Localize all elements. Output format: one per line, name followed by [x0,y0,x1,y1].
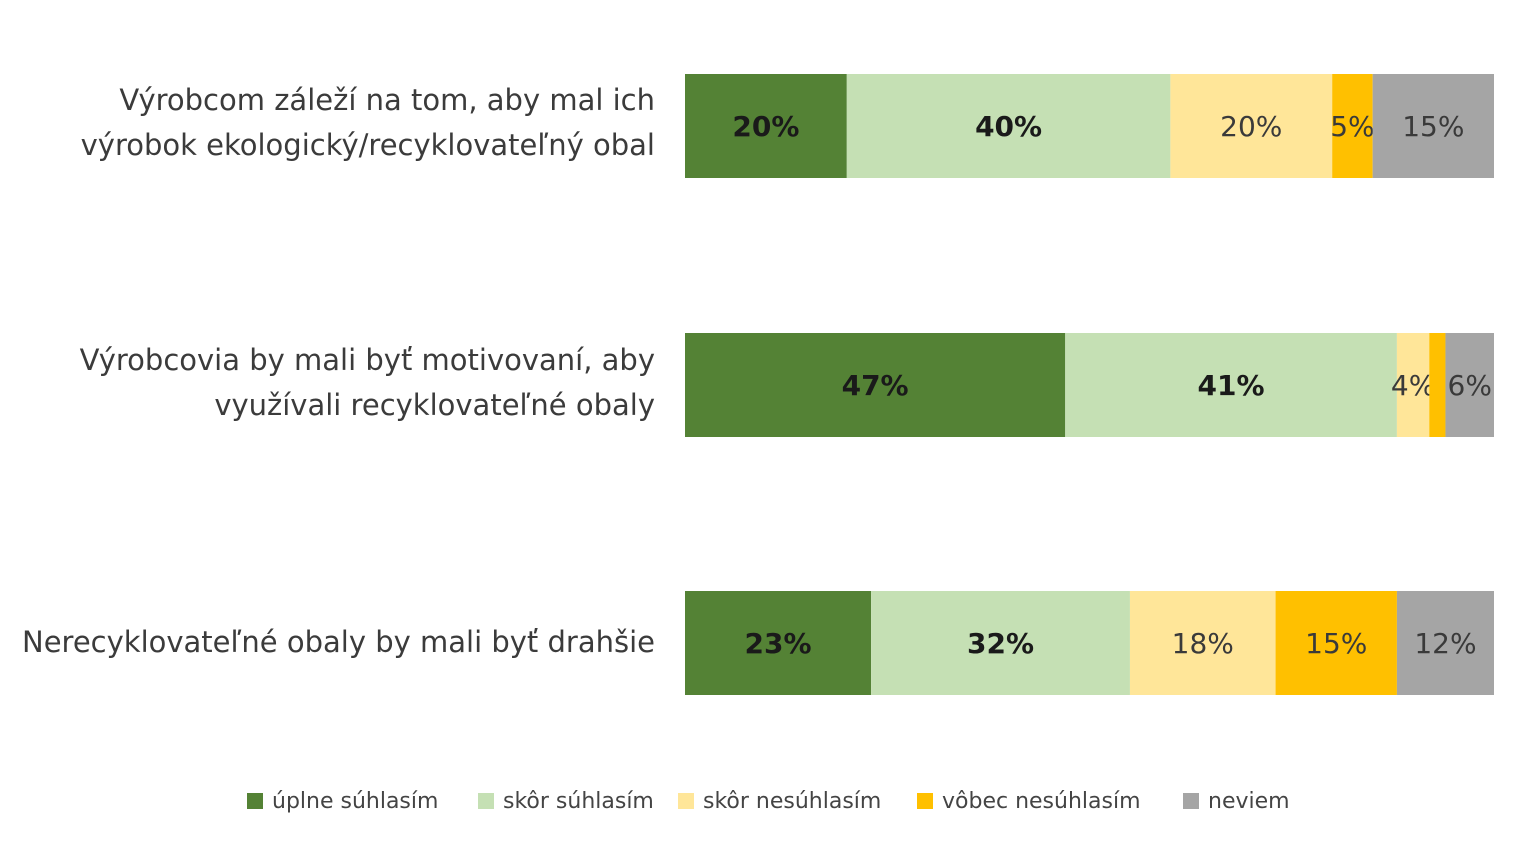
legend-label-skor-suhlasim: skôr súhlasím [503,788,654,814]
bar-segment-cat2-series2 [1065,333,1397,437]
bar-segment-cat3-series4 [1275,591,1397,695]
category-label-3: Nerecyklovateľné obaly by mali byť drahš… [22,625,655,659]
legend-swatch-vobec-nesuhlasim [917,793,933,809]
bar-segment-cat1-series2 [846,74,1171,178]
legend-swatch-uplne-suhlasim [247,793,263,809]
data-label-cat2-series1: 47% [842,369,909,402]
data-label-cat1-series3: 20% [1220,110,1282,143]
data-label-cat3-series1: 23% [745,627,812,660]
bar-segment-cat2-series4 [1429,333,1446,437]
category-label-2: Výrobcovia by mali byť motivovaní, aby v… [79,343,655,422]
bar-segment-cat1-series5 [1372,74,1494,178]
bar-segment-cat3-series5 [1396,591,1494,695]
data-label-cat2-series3: 4% [1391,369,1435,402]
legend-label-vobec-nesuhlasim: vôbec nesúhlasím [942,788,1141,814]
data-label-cat2-series2: 41% [1198,369,1265,402]
legend-label-skor-nesuhlasim: skôr nesúhlasím [703,788,882,814]
legend-item-vobec-nesuhlasim: vôbec nesúhlasím [917,784,1141,818]
bar-segment-cat1-series3 [1170,74,1333,178]
bar-segment-cat2-series3 [1396,333,1430,437]
data-label-cat1-series5: 15% [1402,110,1464,143]
legend: úplne súhlasím skôr súhlasím skôr nesúhl… [0,784,1527,818]
bar-segment-cat3-series2 [871,591,1130,695]
legend-label-uplne-suhlasim: úplne súhlasím [272,788,439,814]
data-label-cat2-series5: 6% [1448,369,1492,402]
bar-segment-cat2-series1 [685,333,1066,437]
data-label-cat1-series2: 40% [975,110,1042,143]
data-label-cat3-series3: 18% [1172,627,1234,660]
legend-swatch-skor-suhlasim [478,793,494,809]
data-label-cat3-series4: 15% [1305,627,1367,660]
bar-segment-cat3-series3 [1129,591,1276,695]
bar-segment-cat3-series1 [685,591,872,695]
legend-item-skor-suhlasim: skôr súhlasím [478,784,654,818]
bar-segment-cat1-series4 [1332,74,1373,178]
legend-swatch-neviem [1183,793,1199,809]
bar-segment-cat2-series5 [1445,333,1494,437]
category-label-1: Výrobcom záleží na tom, aby mal ich výro… [80,83,655,162]
data-label-cat3-series5: 12% [1414,627,1476,660]
data-label-cat3-series2: 32% [967,627,1034,660]
legend-item-skor-nesuhlasim: skôr nesúhlasím [678,784,881,818]
data-label-cat1-series1: 20% [732,110,799,143]
data-label-cat1-series4: 5% [1330,110,1374,143]
bar-segment-cat1-series1 [685,74,847,178]
legend-item-neviem: neviem [1183,784,1290,818]
legend-item-uplne-suhlasim: úplne súhlasím [247,784,438,818]
legend-swatch-skor-nesuhlasim [678,793,694,809]
legend-label-neviem: neviem [1208,788,1290,814]
